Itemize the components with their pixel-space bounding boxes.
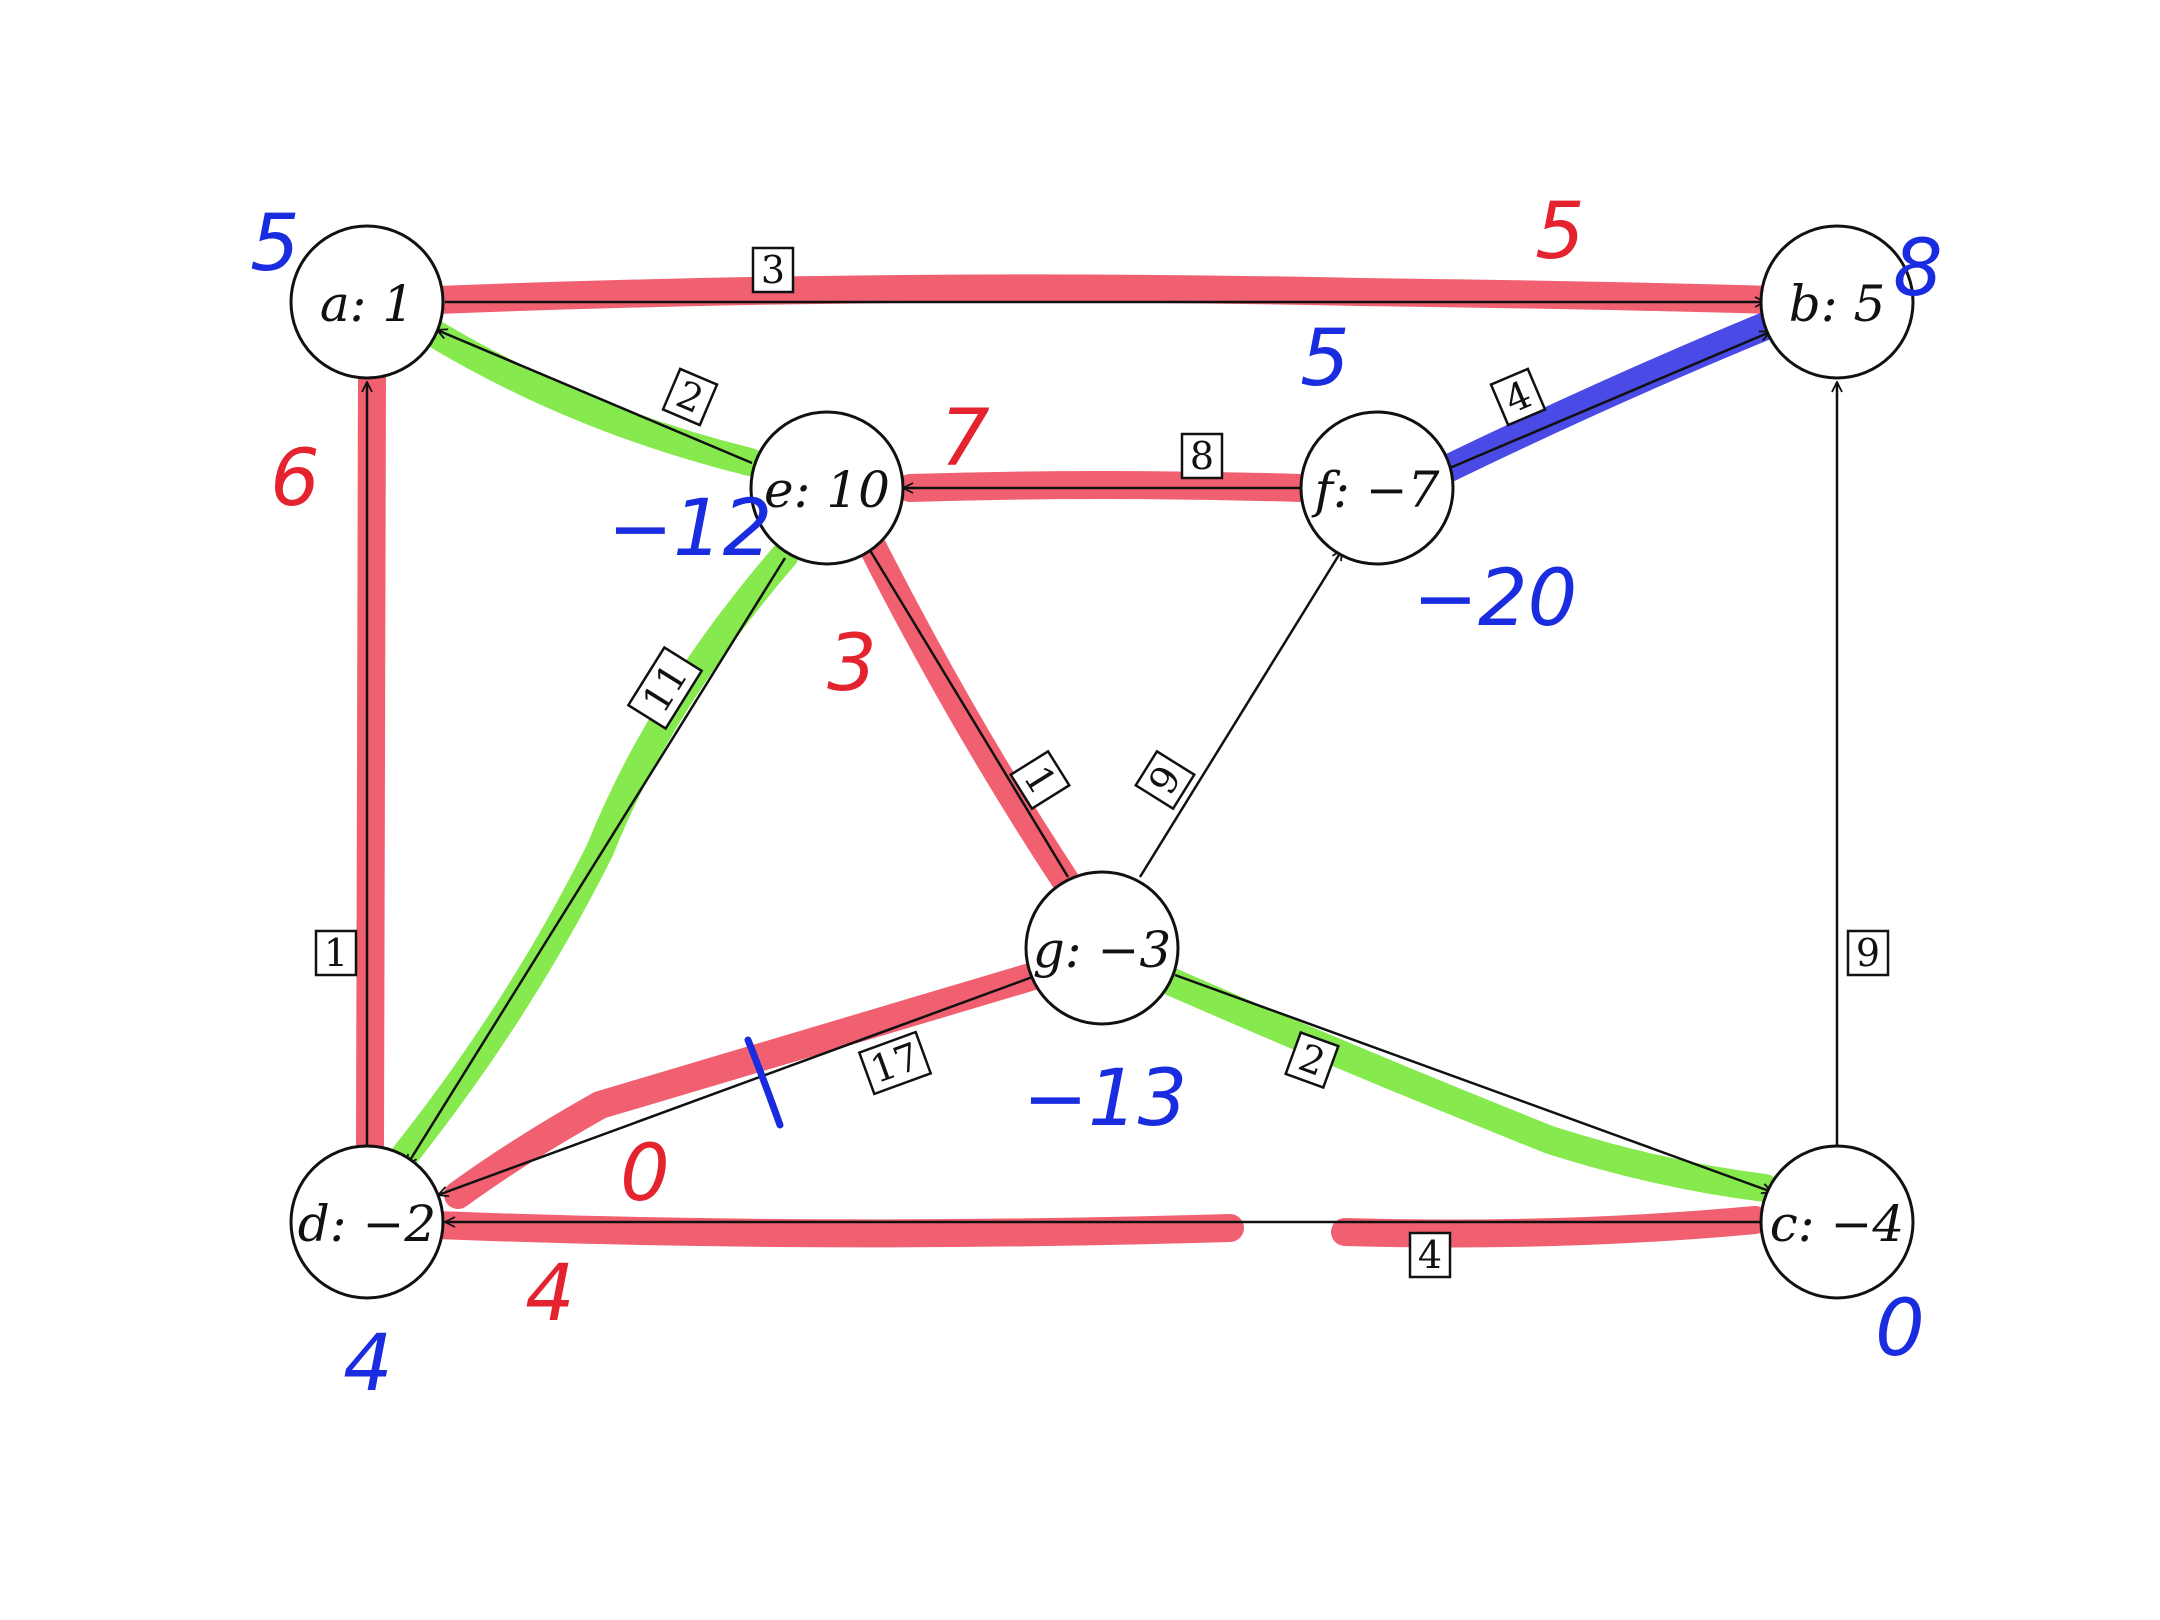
blue-annotation-b: 8 <box>1893 224 1943 314</box>
weight-a-b-text: 3 <box>761 248 785 292</box>
weight-d-a-text: 1 <box>324 931 348 975</box>
green-highlight-e-d <box>391 541 799 1169</box>
edge-layer <box>367 302 1837 1222</box>
red-annotation-cd: 4 <box>525 1249 575 1339</box>
edge-f-b <box>1444 332 1770 472</box>
node-g: g: −3 <box>1024 870 1180 1026</box>
red-highlight-c-d-left <box>423 1211 1244 1248</box>
red-highlight-g-d <box>444 961 1051 1209</box>
red-annotation-e: 7 <box>940 394 990 484</box>
node-b: b: 5 <box>1759 224 1915 380</box>
node-f-label: f: −7 <box>1311 461 1440 519</box>
weight-c-b-text: 9 <box>1856 931 1880 975</box>
node-d-label: d: −2 <box>298 1195 436 1253</box>
weight-f-e-text: 8 <box>1190 434 1214 478</box>
node-e: e: 10 <box>749 410 905 566</box>
red-annotation-ge: 3 <box>827 619 877 709</box>
blue-annotation-e: −12 <box>608 484 773 574</box>
blue-strike-mark <box>744 1036 784 1129</box>
node-g-label: g: −3 <box>1033 921 1171 979</box>
weight-g-f: 9 <box>1134 749 1196 811</box>
blue-annotation-a: 5 <box>250 199 300 289</box>
blue-annotation-f: −20 <box>1413 554 1578 644</box>
red-highlight-f-e <box>896 471 1314 502</box>
blue-annotation-f-top: 5 <box>1300 314 1350 404</box>
red-highlight-d-a <box>356 358 386 1159</box>
node-a-label: a: 1 <box>320 275 414 333</box>
blue-annotation-g: −13 <box>1023 1054 1188 1144</box>
edge-g-e <box>863 542 1070 878</box>
edge-e-a <box>437 330 753 465</box>
weight-e-a: 2 <box>661 367 719 427</box>
blue-highlight-f-b <box>1431 311 1782 484</box>
weight-a-b: 3 <box>751 246 795 294</box>
weight-c-d: 4 <box>1408 1231 1452 1279</box>
red-annotation-gd: 0 <box>620 1129 670 1219</box>
edge-g-f <box>1138 550 1344 878</box>
node-c-label: c: −4 <box>1770 1195 1904 1253</box>
annotation-layer: 5 6 7 3 0 4 5 8 5 −12 −20 −13 4 0 <box>250 187 1943 1409</box>
node-a: a: 1 <box>289 224 445 380</box>
weight-c-d-text: 4 <box>1418 1233 1442 1277</box>
node-c: c: −4 <box>1759 1144 1915 1300</box>
node-b-label: b: 5 <box>1789 275 1886 333</box>
blue-annotation-c: 0 <box>1875 1284 1925 1374</box>
node-e-label: e: 10 <box>764 461 890 519</box>
weight-g-d: 17 <box>857 1030 933 1096</box>
weight-g-c: 2 <box>1284 1030 1340 1090</box>
green-highlight-e-a <box>423 321 764 476</box>
green-highlight-g-c <box>1158 968 1779 1202</box>
weight-f-e: 8 <box>1180 432 1224 480</box>
red-annotation-ab: 5 <box>1535 187 1585 277</box>
node-d: d: −2 <box>289 1144 445 1300</box>
edge-e-d <box>407 557 787 1165</box>
node-layer: a: 1 b: 5 c: −4 d: −2 e: 10 f: −7 g: −3 <box>289 224 1915 1300</box>
weight-f-b: 4 <box>1489 367 1547 427</box>
weight-c-b: 9 <box>1846 929 1890 977</box>
red-highlight-a-b <box>423 274 1786 314</box>
node-f: f: −7 <box>1299 410 1455 566</box>
weight-d-a: 1 <box>314 929 358 977</box>
red-highlight-c-d-right <box>1331 1206 1769 1248</box>
blue-annotation-d: 4 <box>343 1319 393 1409</box>
edge-g-d <box>438 973 1039 1195</box>
red-annotation-a: 6 <box>270 434 320 524</box>
weight-g-e: 1 <box>1009 749 1071 811</box>
weight-layer: 3 2 8 4 11 1 9 1 <box>314 246 1890 1279</box>
edge-g-c <box>1174 973 1772 1192</box>
